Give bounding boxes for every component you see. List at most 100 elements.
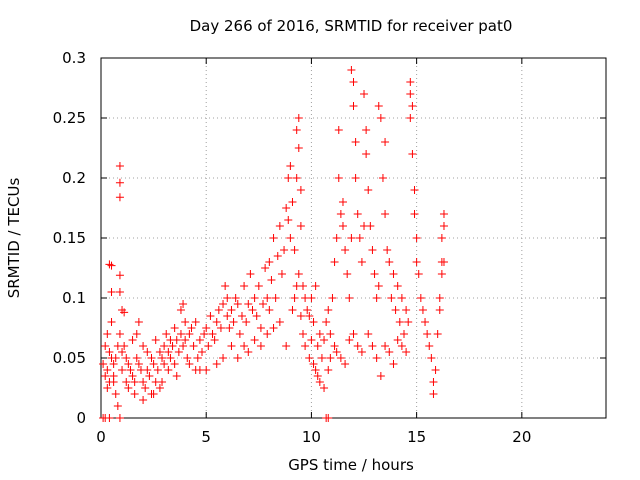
data-point [185,330,194,338]
data-point [107,288,116,296]
data-point [198,348,206,356]
data-point [216,324,225,332]
data-point [259,300,268,308]
data-point [427,354,436,362]
data-point [101,342,110,350]
data-point [202,366,211,374]
data-point [147,354,156,362]
data-point [153,366,162,374]
x-tick-label: 5 [201,428,211,446]
data-point [347,66,356,74]
data-point [376,372,385,380]
data-point [134,318,143,326]
data-point [315,330,324,338]
data-point [273,252,282,260]
data-point [269,234,278,242]
data-point [305,312,314,320]
data-point [111,390,120,398]
y-tick-label: 0.25 [53,109,86,127]
data-point [128,336,137,344]
data-point [115,178,124,187]
data-point [174,348,183,356]
data-point [265,306,274,314]
data-point [353,342,362,350]
data-point [307,294,316,302]
data-point [109,378,118,386]
data-point [286,162,295,170]
data-point [267,276,276,284]
x-tick-label: 0 [96,428,106,446]
data-point [208,330,217,338]
y-tick-label: 0 [76,409,86,427]
data-point [336,210,345,218]
data-point [404,318,413,326]
data-point [170,324,179,332]
data-point [193,354,202,362]
data-point [435,306,444,314]
data-point [170,360,179,368]
data-point [158,378,167,386]
data-point [252,312,261,320]
data-point [191,366,200,374]
data-point [402,306,411,314]
data-point [294,144,303,152]
data-point [141,384,150,392]
data-point [179,300,188,308]
data-point [437,234,446,242]
data-point [160,342,169,350]
data-point [355,234,364,242]
data-point [326,354,335,362]
data-point [435,294,444,302]
data-point [162,330,171,338]
data-point [223,294,232,302]
data-point [408,150,417,158]
data-point [164,348,173,356]
data-point [235,330,244,338]
data-point [406,90,415,98]
data-point [176,306,185,314]
data-point [219,354,228,362]
data-point [271,294,280,302]
data-point [423,330,432,338]
data-point [250,336,259,344]
data-point [256,324,265,332]
data-point [149,390,158,398]
data-point [311,366,320,374]
data-point [151,336,160,344]
data-point [351,174,360,182]
data-point [372,294,381,302]
data-point [219,300,228,308]
data-point [416,294,425,302]
data-point [362,150,371,158]
data-point [263,330,272,338]
data-point [439,258,448,266]
data-point [200,330,209,338]
data-point [210,336,219,344]
data-point [105,414,114,422]
data-point [292,282,301,290]
data-points [99,66,448,422]
data-point [225,324,234,332]
x-tick-label: 15 [407,428,426,446]
data-point [244,348,253,356]
data-point [410,210,419,218]
data-point [294,270,303,278]
data-point [313,342,322,350]
y-tick-label: 0.15 [53,229,86,247]
data-point [324,306,333,314]
data-point [296,312,305,320]
data-point [330,342,339,350]
data-point [412,258,421,266]
data-point [130,390,139,398]
data-point [357,348,366,356]
data-point [309,360,318,368]
data-point [164,366,173,374]
data-point [402,348,411,356]
data-point [311,282,320,290]
data-point [191,318,200,326]
data-point [406,78,415,86]
data-point [223,312,232,320]
data-point [277,270,286,278]
data-point [149,360,158,368]
